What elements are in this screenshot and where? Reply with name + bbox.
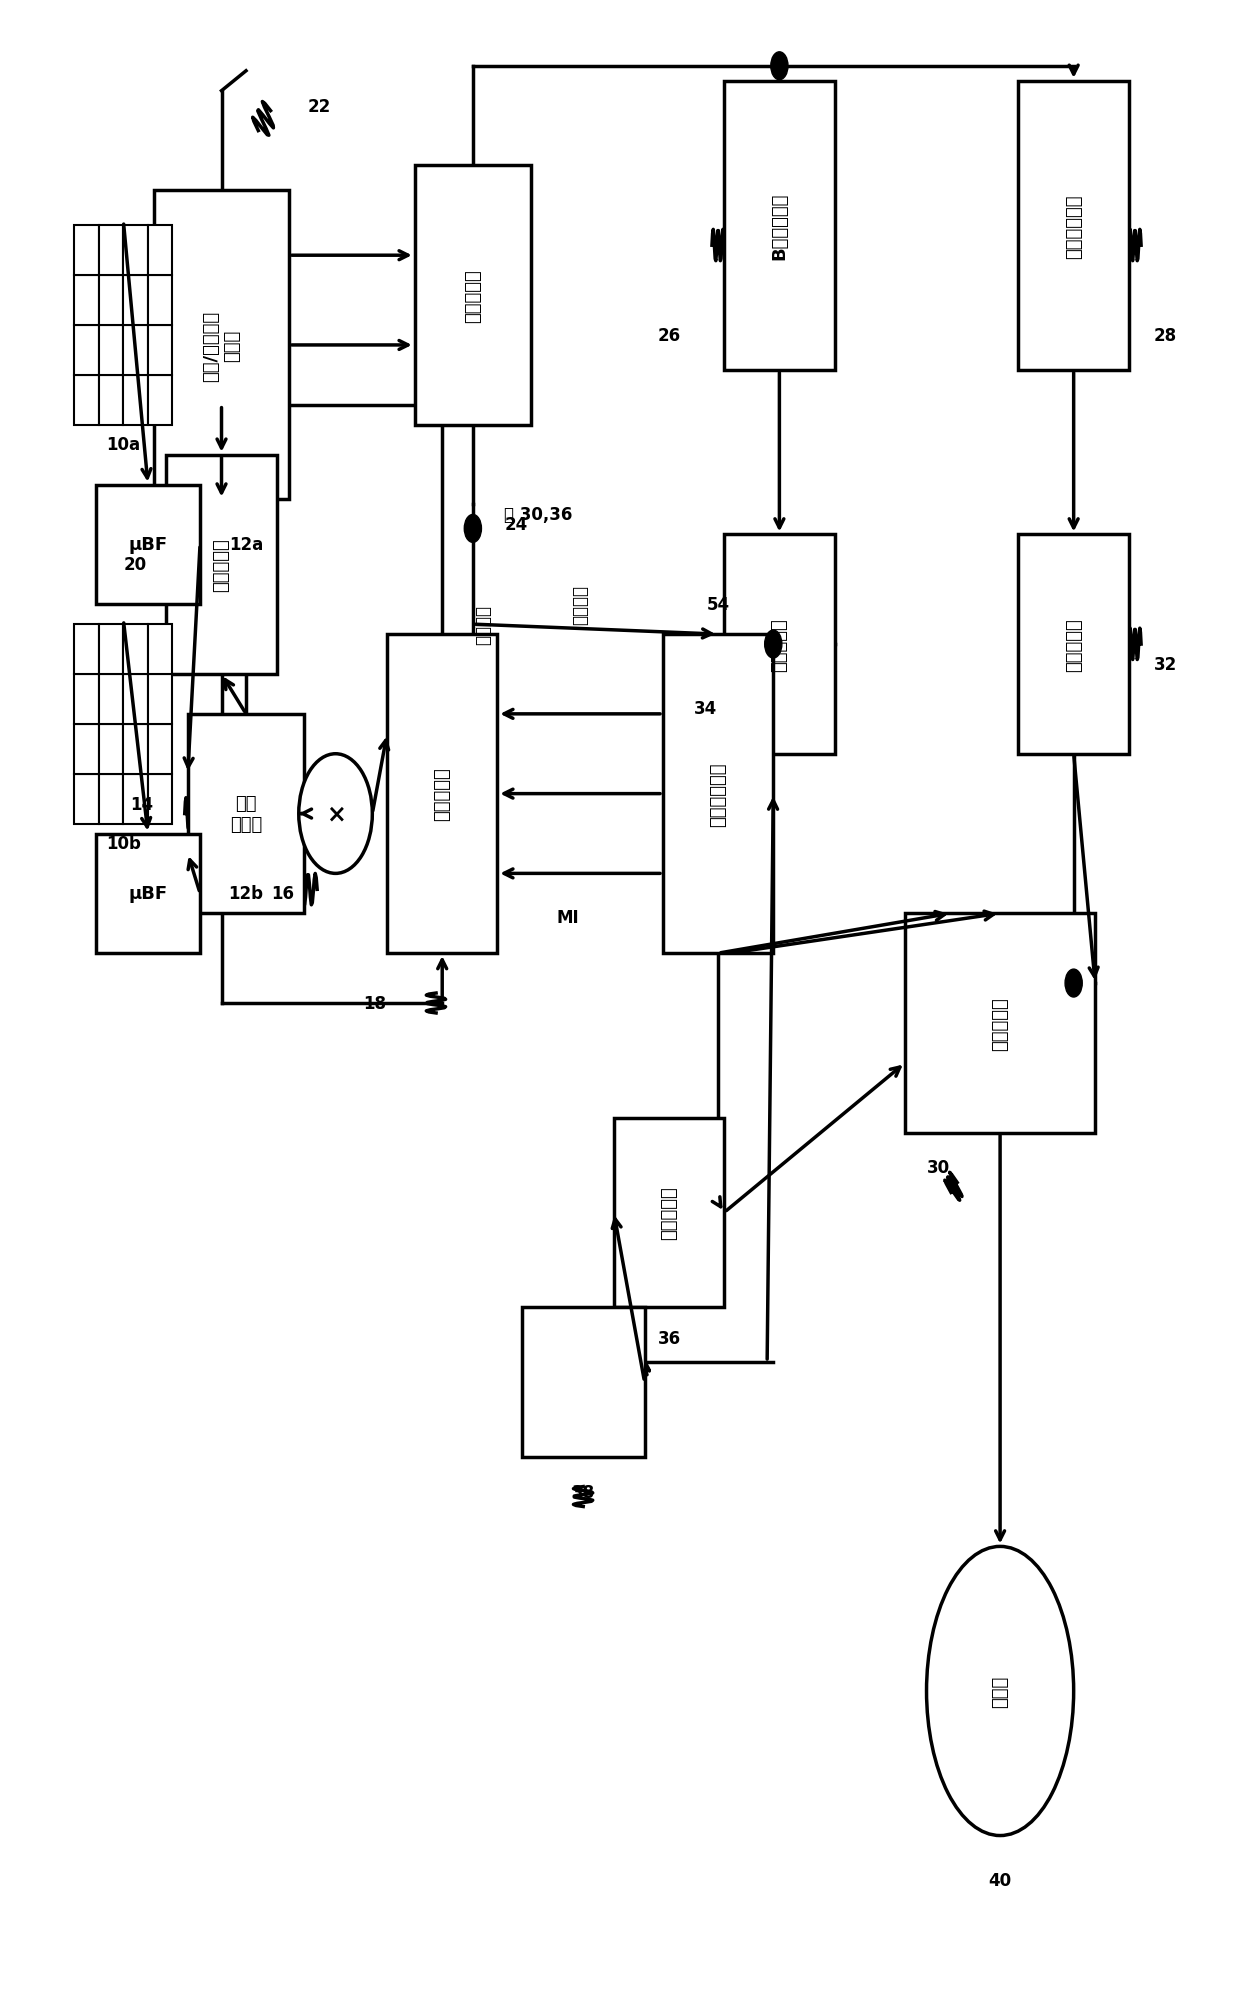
Text: 12b: 12b	[228, 885, 264, 903]
Text: 多普勒处理器: 多普勒处理器	[1065, 195, 1083, 259]
Text: 发射控制器: 发射控制器	[433, 767, 451, 821]
Text: 34: 34	[694, 700, 718, 719]
Bar	[74, 775, 99, 825]
FancyBboxPatch shape	[95, 486, 200, 604]
Text: 图像处理器: 图像处理器	[991, 997, 1009, 1050]
FancyBboxPatch shape	[154, 191, 289, 500]
Circle shape	[765, 630, 782, 658]
Circle shape	[464, 516, 481, 544]
Bar	[124, 725, 148, 775]
Text: 32: 32	[1154, 656, 1177, 674]
Text: B模式处理器: B模式处理器	[770, 193, 789, 259]
Bar	[99, 624, 124, 674]
Text: 显示器: 显示器	[991, 1676, 1009, 1708]
Bar	[74, 674, 99, 725]
Circle shape	[299, 755, 372, 873]
Bar	[148, 375, 172, 425]
Text: ×: ×	[326, 803, 346, 827]
Bar	[74, 375, 99, 425]
Text: 38: 38	[572, 1483, 595, 1501]
FancyBboxPatch shape	[724, 82, 835, 371]
FancyBboxPatch shape	[663, 634, 774, 953]
Text: 30: 30	[928, 1158, 950, 1176]
Bar	[148, 277, 172, 325]
Circle shape	[1065, 969, 1083, 997]
Text: 26: 26	[657, 327, 681, 345]
Text: 12a: 12a	[229, 536, 263, 554]
Bar	[99, 725, 124, 775]
Text: 图形处理器: 图形处理器	[660, 1186, 678, 1240]
Text: 24: 24	[505, 516, 527, 534]
Text: μBF: μBF	[129, 885, 167, 903]
Bar	[124, 775, 148, 825]
Text: 14: 14	[130, 795, 154, 813]
Bar	[124, 325, 148, 375]
Bar	[74, 624, 99, 674]
Text: 基波/谐波信号
分离器: 基波/谐波信号 分离器	[202, 311, 241, 381]
Text: 扫描转换器: 扫描转换器	[1065, 618, 1083, 672]
Circle shape	[771, 52, 787, 80]
Bar	[74, 277, 99, 325]
Bar	[99, 277, 124, 325]
Text: 16: 16	[272, 885, 294, 903]
FancyBboxPatch shape	[166, 456, 277, 674]
Bar	[148, 325, 172, 375]
Bar	[124, 375, 148, 425]
Bar	[148, 624, 172, 674]
Text: MI: MI	[557, 909, 579, 927]
Text: 40: 40	[988, 1871, 1012, 1889]
FancyBboxPatch shape	[414, 167, 531, 425]
FancyBboxPatch shape	[187, 714, 304, 913]
Bar	[148, 227, 172, 277]
Bar	[99, 674, 124, 725]
FancyBboxPatch shape	[724, 536, 835, 755]
Text: 波束形成器: 波束形成器	[212, 538, 231, 592]
FancyBboxPatch shape	[1018, 536, 1128, 755]
Bar	[124, 624, 148, 674]
FancyBboxPatch shape	[1018, 82, 1128, 371]
Bar	[148, 674, 172, 725]
Text: 波束操控: 波束操控	[572, 584, 589, 624]
Bar	[99, 325, 124, 375]
Text: 图像场控制器: 图像场控制器	[709, 763, 727, 827]
Bar	[148, 775, 172, 825]
Bar	[148, 725, 172, 775]
Bar	[74, 227, 99, 277]
Bar	[74, 725, 99, 775]
FancyBboxPatch shape	[905, 913, 1095, 1134]
Text: 28: 28	[1154, 327, 1177, 345]
FancyBboxPatch shape	[95, 835, 200, 953]
Ellipse shape	[926, 1547, 1074, 1836]
Text: 多路
复用器: 多路 复用器	[229, 795, 262, 833]
Text: 10a: 10a	[107, 436, 140, 454]
Text: 18: 18	[363, 995, 387, 1012]
Bar	[99, 227, 124, 277]
Text: 54: 54	[707, 596, 729, 614]
Text: μBF: μBF	[129, 536, 167, 554]
Bar	[124, 277, 148, 325]
FancyBboxPatch shape	[387, 634, 497, 953]
Bar	[124, 674, 148, 725]
Text: 信号处理器: 信号处理器	[464, 269, 482, 323]
Text: 20: 20	[124, 556, 148, 574]
Bar	[124, 227, 148, 277]
Text: 到 30,36: 到 30,36	[503, 506, 572, 524]
Text: 10b: 10b	[105, 835, 141, 853]
Bar	[99, 775, 124, 825]
Text: 36: 36	[657, 1329, 681, 1347]
Text: 体积绘制器: 体积绘制器	[770, 618, 789, 672]
FancyBboxPatch shape	[522, 1307, 645, 1457]
Bar	[74, 325, 99, 375]
FancyBboxPatch shape	[614, 1118, 724, 1307]
Bar	[99, 375, 124, 425]
Text: 22: 22	[308, 98, 331, 116]
Text: 显示控制: 显示控制	[474, 604, 492, 644]
